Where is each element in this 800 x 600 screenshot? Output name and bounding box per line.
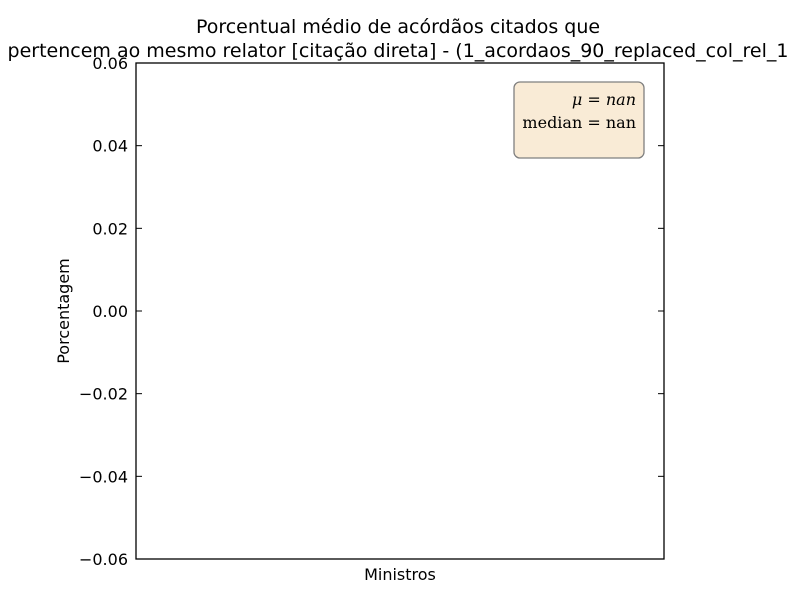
y-tick-label: 0.02 — [92, 219, 128, 238]
chart-title-line-2: pertencem ao mesmo relator [citação dire… — [8, 40, 789, 62]
y-tick-label: 0.00 — [92, 302, 128, 321]
stats-box-background — [513, 81, 645, 159]
y-axis-ticks: 0.06 0.04 0.02 0.00 −0.02 −0.04 −0.06 — [79, 54, 664, 569]
y-tick-label: 0.06 — [92, 54, 128, 73]
y-axis-label: Porcentagem — [54, 258, 73, 364]
y-tick-label: −0.06 — [79, 550, 128, 569]
chart-title-line-1: Porcentual médio de acórdãos citados que — [196, 16, 600, 38]
y-tick-label: −0.04 — [79, 467, 128, 486]
y-tick-label: −0.02 — [79, 385, 128, 404]
stats-median: median = nan — [522, 113, 636, 132]
stats-mean: μ = nan — [572, 90, 636, 109]
plot-frame — [135, 62, 665, 560]
y-tick-label: 0.04 — [92, 137, 128, 156]
stats-box: μ = nan median = nan — [513, 81, 645, 159]
x-axis-label: Ministros — [364, 565, 436, 584]
